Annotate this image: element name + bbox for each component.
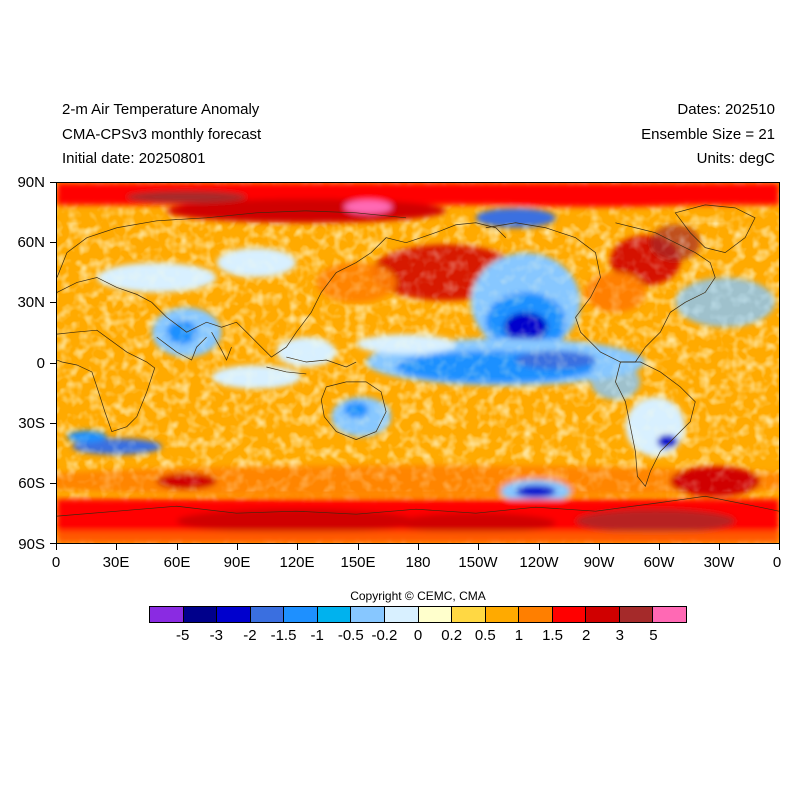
colorbar-swatch — [384, 607, 419, 622]
colorbar-label: 3 — [615, 627, 624, 644]
arctic-warm-band — [126, 190, 247, 203]
x-tick-label: 150W — [458, 554, 498, 571]
colorbar-label: 2 — [581, 627, 591, 644]
antarctica-outline — [57, 495, 779, 517]
colorbar-swatch — [653, 607, 686, 622]
coastlines — [57, 204, 779, 517]
colorbar-label: -0.2 — [371, 627, 398, 644]
initial-date: Initial date: 20250801 — [62, 150, 206, 167]
x-tick-label: 120E — [279, 554, 315, 571]
colorbar-label: 1.5 — [542, 627, 563, 644]
y-tick-label: 90N — [17, 174, 45, 191]
colorbar-label: -3 — [209, 627, 223, 644]
colorbar-label: 0 — [413, 627, 423, 644]
colorbar-label: -0.5 — [337, 627, 364, 644]
colorbar-swatch — [619, 607, 654, 622]
x-tick-label: 90E — [223, 554, 251, 571]
forecast-dates: Dates: 202510 — [677, 101, 775, 118]
x-tick-label: 60W — [643, 554, 675, 571]
x-tick-label: 150E — [340, 554, 376, 571]
greenland-outline — [674, 204, 756, 253]
colorbar-label: -2 — [243, 627, 257, 644]
x-tick-label: 0 — [772, 554, 782, 571]
copyright-label: Copyright © CEMC, CMA — [350, 589, 486, 603]
colorbar-swatch — [150, 607, 184, 622]
y-tick-label: 60N — [17, 234, 45, 251]
x-tick-label: 60E — [163, 554, 191, 571]
x-tick-label: 0 — [51, 554, 61, 571]
colorbar-swatch — [586, 607, 620, 622]
x-tick-label: 30E — [102, 554, 130, 571]
units-label: Units: degC — [696, 150, 775, 167]
ensemble-size: Ensemble Size = 21 — [641, 126, 775, 143]
colorbar-swatch — [519, 607, 553, 622]
map-title: 2-m Air Temperature Anomaly — [62, 101, 260, 118]
eurasia-outline — [57, 222, 507, 358]
north-america-outline — [485, 222, 716, 363]
x-tick-label: 120W — [519, 554, 559, 571]
colorbar-label: 5 — [649, 627, 658, 644]
colorbar-label: 0.5 — [474, 627, 496, 644]
y-tick-label: 30N — [17, 294, 45, 311]
colorbar-label: -1.5 — [270, 627, 297, 644]
antarctic-warm-band — [176, 509, 417, 534]
arctic-hotspot — [344, 199, 393, 214]
colorbar-label: -1 — [310, 627, 324, 644]
africa-outline — [57, 329, 156, 433]
colorbar-label: -5 — [175, 627, 190, 644]
y-tick-label: 0 — [36, 355, 45, 372]
colorbar-swatch — [217, 607, 251, 622]
colorbar-swatch — [452, 607, 486, 622]
colorbar-swatch — [284, 607, 318, 622]
map-subtitle: CMA-CPSv3 monthly forecast — [62, 126, 262, 143]
y-tick-label: 60S — [18, 475, 45, 492]
x-tick-label: 90W — [583, 554, 615, 571]
colorbar-swatch — [183, 607, 218, 622]
y-tick-label: 90S — [18, 536, 45, 553]
colorbar-swatch — [317, 607, 352, 622]
y-tick-label: 30S — [18, 415, 45, 432]
anomaly-field — [57, 183, 779, 543]
arctic-warm-band — [445, 186, 746, 207]
anomaly-map — [56, 182, 780, 544]
colorbar-swatch — [485, 607, 520, 622]
colorbar-swatch — [418, 607, 453, 622]
colorbar-label: 0.2 — [441, 627, 463, 644]
colorbar — [149, 606, 687, 623]
x-tick-label: 30W — [703, 554, 735, 571]
south-america-outline — [615, 361, 696, 488]
colorbar-swatch — [250, 607, 285, 622]
colorbar-label: 1 — [514, 627, 524, 644]
colorbar-swatch — [552, 607, 587, 622]
colorbar-swatch — [351, 607, 385, 622]
australia-outline — [320, 381, 387, 440]
x-tick-label: 180 — [405, 554, 431, 571]
